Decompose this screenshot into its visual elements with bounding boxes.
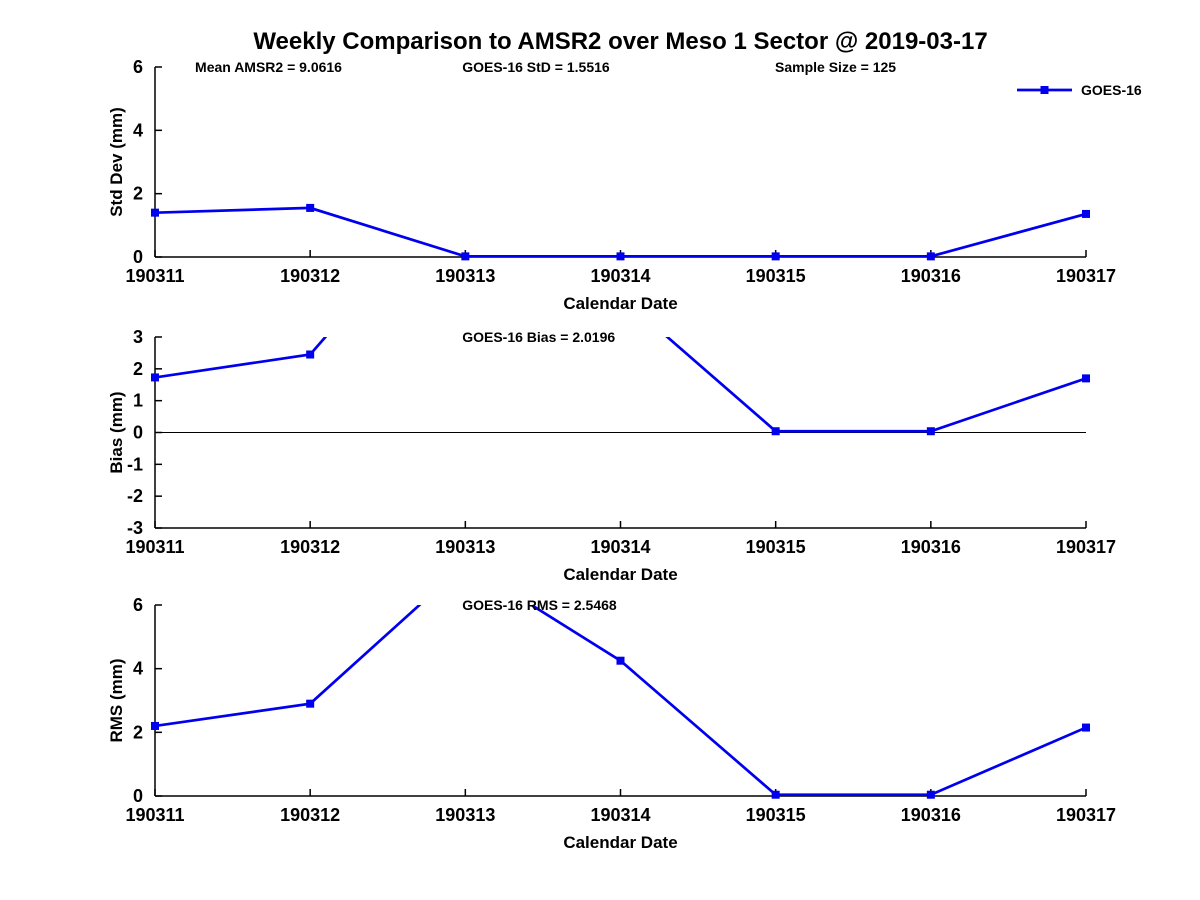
chart-title: Weekly Comparison to AMSR2 over Meso 1 S… (253, 28, 988, 55)
y-tick-label: 2 (133, 184, 143, 204)
goes16-marker (771, 427, 780, 436)
y-tick-label: 0 (133, 247, 143, 267)
subplot-bias: -3 -2 -1 0 1 2 3 190311 190312 190313 190314 190315… (107, 327, 1116, 584)
x-tick-label: 190317 (1056, 537, 1116, 557)
goes16-marker (461, 252, 470, 261)
annotation-text: Sample Size = 125 (775, 59, 896, 75)
y-tick-label: -3 (127, 518, 143, 538)
goes16-marker (771, 252, 780, 261)
x-tick-label: 190314 (590, 537, 650, 557)
x-tick-label: 190315 (746, 805, 806, 825)
y-tick-label: 6 (133, 57, 143, 77)
y-tick-label: -1 (127, 454, 143, 474)
x-tick-label: 190313 (435, 266, 495, 286)
y-tick-label: -2 (127, 486, 143, 506)
annotation-text: GOES-16 StD = 1.5516 (462, 59, 610, 75)
x-tick-label: 190312 (280, 266, 340, 286)
goes16-marker (926, 252, 935, 261)
goes16-marker (151, 721, 159, 730)
goes16-marker (616, 252, 625, 261)
y-tick-label: 0 (133, 786, 143, 806)
legend-label: GOES-16 (1081, 82, 1142, 98)
x-tick-label: 190316 (901, 266, 961, 286)
y-axis-label: Bias (mm) (107, 391, 126, 473)
goes16-marker (306, 350, 315, 359)
y-tick-label: 4 (133, 659, 143, 679)
x-axis-label: Calendar Date (563, 833, 677, 852)
annotation-text: GOES-16 Bias = 2.0196 (462, 329, 615, 345)
y-tick-label: 2 (133, 722, 143, 742)
y-tick-label: 0 (133, 423, 143, 443)
x-tick-label: 190314 (590, 266, 650, 286)
x-tick-label: 190317 (1056, 266, 1116, 286)
x-tick-label: 190311 (125, 266, 184, 286)
x-tick-label: 190316 (901, 805, 961, 825)
goes16-marker (616, 656, 625, 665)
goes16-line (155, 605, 1086, 796)
goes16-marker (151, 208, 159, 217)
x-tick-label: 190316 (901, 537, 961, 557)
subplot-std-dev: 0 2 4 6 190311 190312 190313 190314 190315 190316… (107, 57, 1142, 313)
goes16-marker (926, 790, 935, 799)
goes16-marker (1082, 374, 1090, 383)
x-tick-label: 190311 (125, 805, 184, 825)
legend: GOES-16 (1017, 82, 1142, 98)
y-tick-label: 2 (133, 359, 143, 379)
y-tick-label: 3 (133, 327, 143, 347)
annotation-text: GOES-16 RMS = 2.5468 (462, 597, 617, 613)
goes16-marker (151, 373, 159, 382)
goes16-marker (1082, 209, 1090, 218)
goes16-line (155, 206, 1086, 257)
x-tick-label: 190313 (435, 537, 495, 557)
legend-marker (1040, 86, 1049, 94)
goes16-marker (1082, 723, 1090, 732)
x-tick-label: 190312 (280, 805, 340, 825)
y-axis-label: RMS (mm) (107, 658, 126, 742)
x-tick-label: 190315 (746, 266, 806, 286)
x-tick-label: 190314 (590, 805, 650, 825)
goes16-marker (926, 427, 935, 436)
x-tick-label: 190315 (746, 537, 806, 557)
x-tick-label: 190317 (1056, 805, 1116, 825)
goes16-marker (306, 203, 315, 212)
x-tick-label: 190312 (280, 537, 340, 557)
x-tick-label: 190311 (125, 537, 184, 557)
x-tick-label: 190313 (435, 805, 495, 825)
y-tick-label: 4 (133, 120, 143, 140)
annotation-text: Mean AMSR2 = 9.0616 (195, 59, 342, 75)
goes16-marker (306, 699, 315, 708)
y-tick-label: 1 (133, 391, 143, 411)
y-tick-label: 6 (133, 595, 143, 615)
x-axis-label: Calendar Date (563, 565, 677, 584)
subplot-rms: 0 2 4 6 190311 190312 190313 190314 190315 190316… (107, 595, 1116, 852)
goes16-marker (771, 790, 780, 799)
x-axis-label: Calendar Date (563, 294, 677, 313)
y-axis-label: Std Dev (mm) (107, 107, 126, 217)
